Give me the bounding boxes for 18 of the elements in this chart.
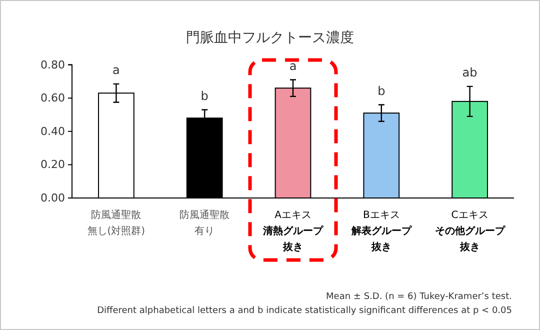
text: Different alphabetical letters a and b indicate statistically significant differences at p < 0.05 bbox=[97, 306, 512, 316]
chart-title: 門脈血中フルクトース濃度 bbox=[186, 30, 354, 46]
y-tick-label: 0.00 bbox=[40, 192, 65, 205]
annotation: ab bbox=[462, 65, 478, 80]
x-tick-label: Aエキス清熱グループ抜き bbox=[262, 210, 324, 253]
y-tick-label: 0.20 bbox=[40, 158, 65, 172]
y-tick-label: 0.60 bbox=[40, 92, 65, 105]
text: Mean ± S.D. (n = 6) Tukey-Kramer’s test. bbox=[326, 292, 512, 302]
annotation: a bbox=[112, 62, 120, 77]
annotation: a bbox=[289, 58, 297, 73]
x-tick-label: 防風通聖散無し(対照群) bbox=[87, 209, 146, 237]
x-tick-label: Cエキスその他グループ抜き bbox=[434, 210, 506, 253]
annotation: b bbox=[200, 88, 208, 103]
y-tick-label: 0.80 bbox=[40, 58, 65, 72]
x-tick-label: 防風通聖散有り bbox=[180, 209, 230, 237]
annotation: b bbox=[378, 84, 386, 98]
y-tick-label: 0.40 bbox=[40, 124, 65, 138]
x-tick-label: Bエキス解表グループ抜き bbox=[350, 210, 412, 253]
